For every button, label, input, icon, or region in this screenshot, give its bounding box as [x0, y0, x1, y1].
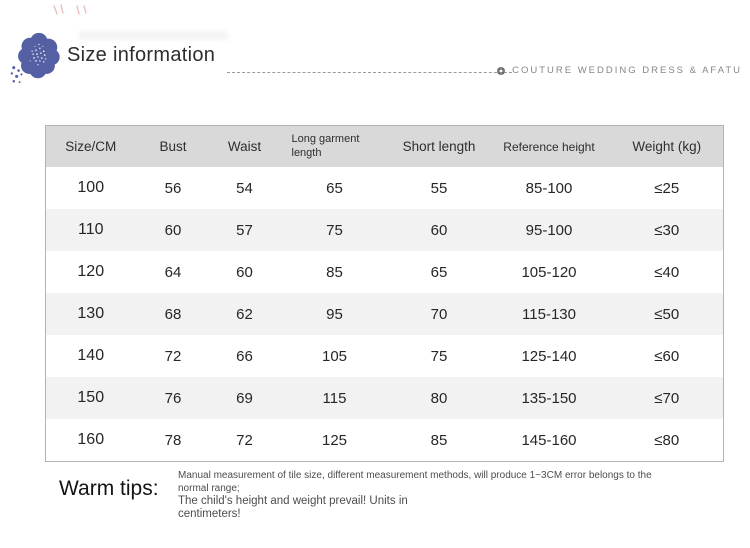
cell: 65	[326, 179, 343, 197]
cell: ≤70	[610, 377, 724, 419]
table-row: 100 56 54 65 55 85-100 ≤25	[46, 167, 724, 209]
table-row: 130 68 62 95 70 115-130 ≤50	[45, 293, 724, 335]
size-table-header: Size/CM Bust Waist Long garment length S…	[45, 125, 724, 167]
cell: 130	[45, 293, 136, 335]
cell: 80	[390, 377, 488, 419]
cell: 64	[164, 263, 182, 281]
cell: 54	[236, 179, 253, 197]
red-mark-artifact	[76, 5, 87, 15]
cell: 57	[210, 209, 279, 251]
table-row: 160 78 72 125 85 145-160 ≤80	[46, 419, 724, 462]
cell: 66	[236, 347, 253, 365]
flower-icon	[10, 32, 60, 84]
cell: 85-100	[525, 179, 573, 197]
header: Size information COUTURE WEDDING DRESS &…	[0, 0, 750, 100]
cell: 125-140	[521, 347, 577, 365]
col-header-bust: Bust	[135, 125, 211, 167]
cell: ≤25	[654, 179, 680, 197]
red-mark-artifact	[53, 4, 64, 15]
brand-caption: COUTURE WEDDING DRESS & AFATU	[496, 65, 742, 76]
gear-icon	[497, 66, 506, 75]
cell: 60	[135, 209, 211, 251]
cell: 60	[236, 263, 253, 281]
cell: 62	[210, 293, 279, 335]
col-header-long-garment: Long garment length	[278, 125, 391, 167]
title-dashed-divider	[227, 60, 512, 73]
cell: 85	[430, 431, 448, 449]
cell: ≤40	[654, 263, 680, 281]
tips-line: normal range;	[178, 482, 240, 494]
tips-line: Manual measurement of tile size, differe…	[178, 470, 652, 481]
cell: 110	[45, 209, 136, 251]
ghost-text-artifact	[78, 31, 228, 40]
cell: 95	[278, 293, 391, 335]
cell: 135-150	[487, 377, 611, 419]
cell: 68	[135, 293, 211, 335]
size-table: Size/CM Bust Waist Long garment length S…	[45, 125, 724, 462]
cell: 76	[135, 377, 211, 419]
cell: 75	[278, 209, 391, 251]
cell: ≤50	[610, 293, 724, 335]
cell: 125	[321, 431, 348, 449]
cell: 65	[430, 263, 448, 281]
cell: 120	[77, 263, 105, 280]
size-table-body: 100 56 54 65 55 85-100 ≤25 110 60 57 75 …	[45, 167, 724, 462]
cell: ≤80	[654, 431, 680, 449]
col-header-weight: Weight (kg)	[610, 125, 724, 167]
page-title: Size information	[67, 44, 216, 66]
cell: 115	[278, 377, 391, 419]
cell: 160	[77, 431, 105, 448]
cell: 55	[430, 179, 448, 197]
cell: 115-130	[487, 293, 611, 335]
cell: 140	[77, 347, 105, 364]
col-header-short-length: Short length	[390, 125, 488, 167]
cell: ≤60	[654, 347, 680, 365]
cell: ≤30	[610, 209, 724, 251]
table-row: 140 72 66 105 75 125-140 ≤60	[46, 335, 724, 377]
brand-text: COUTURE WEDDING DRESS & AFATU	[512, 65, 742, 76]
table-row: 110 60 57 75 60 95-100 ≤30	[45, 209, 724, 251]
cell: 60	[390, 209, 488, 251]
col-header-size: Size/CM	[45, 125, 136, 167]
cell: 75	[430, 347, 448, 365]
col-header-reference-height: Reference height	[487, 125, 611, 167]
table-row: 120 64 60 85 65 105-120 ≤40	[46, 251, 724, 293]
cell: 72	[236, 431, 253, 449]
table-row: 150 76 69 115 80 135-150 ≤70	[45, 377, 724, 419]
cell: 100	[77, 179, 105, 196]
cell: 56	[164, 179, 182, 197]
table-header-row: Size/CM Bust Waist Long garment length S…	[45, 125, 724, 167]
col-header-waist: Waist	[210, 125, 279, 167]
cell: 78	[164, 431, 182, 449]
cell: 95-100	[487, 209, 611, 251]
cell: 145-160	[521, 431, 577, 449]
cell: 105-120	[521, 263, 577, 281]
tips-line: centimeters!	[178, 507, 241, 520]
warm-tips-label: Warm tips:	[59, 477, 159, 500]
warm-tips-text: Manual measurement of tile size, differe…	[178, 470, 723, 520]
cell: 72	[164, 347, 182, 365]
cell: 105	[321, 347, 348, 365]
cell: 85	[326, 263, 343, 281]
cell: 150	[45, 377, 136, 419]
tips-line: The child's height and weight prevail! U…	[178, 495, 408, 507]
cell: 70	[390, 293, 488, 335]
cell: 69	[210, 377, 279, 419]
